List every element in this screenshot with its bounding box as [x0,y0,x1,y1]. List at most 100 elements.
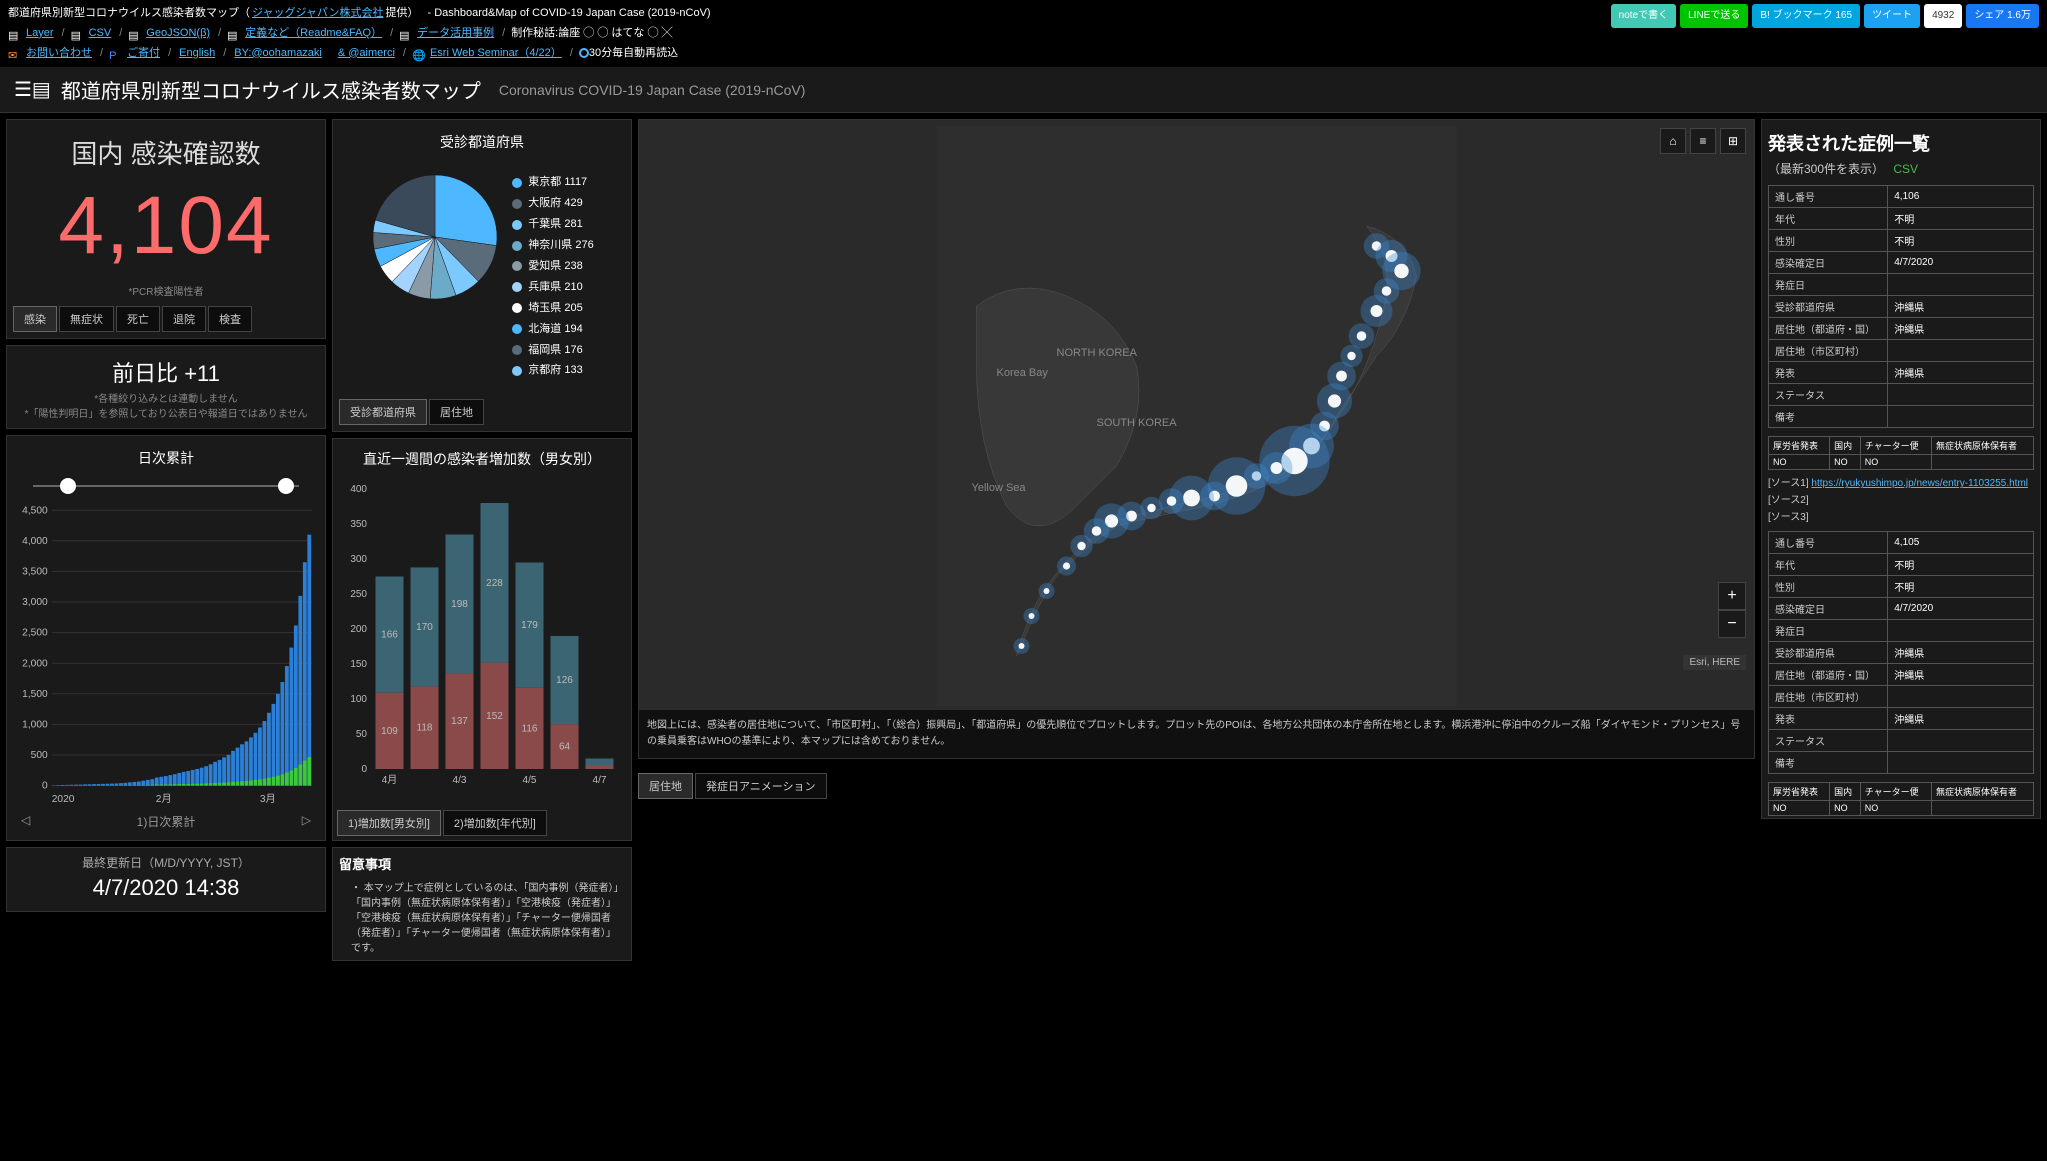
weekly-title: 直近一週間の感染者増加数（男女別） [337,449,627,469]
case-field-value: 不明 [1888,576,2034,598]
pie-legend-item[interactable]: 福岡県 176 [512,340,593,361]
map-home-button[interactable]: ⌂ [1660,128,1686,154]
case-list-title: 発表された症例一覧 [1768,130,2034,156]
svg-text:350: 350 [350,519,367,530]
topbar-title-suffix: 提供） [385,7,418,19]
slider-handle-left[interactable] [60,478,76,494]
topbar-link[interactable]: 定義など（Readme&FAQ） [245,27,382,39]
case-field-value [1888,340,2034,362]
daily-chart-panel: 日次累計 05001,0001,5002,0002,5003,0003,5004… [6,435,326,841]
tab[interactable]: 1)増加数[男女別] [337,810,441,836]
social-button[interactable]: シェア 1.6万 [1966,4,2039,28]
page-header: ☰▤ 都道府県別新型コロナウイルス感染者数マップ Coronavirus COV… [0,67,2047,113]
pie-legend-item[interactable]: 東京都 1117 [512,172,593,193]
tab[interactable]: 感染 [13,306,57,332]
chart-next-arrow[interactable]: ▷ [302,813,311,830]
svg-text:152: 152 [486,711,503,722]
social-button[interactable]: noteで書く [1611,4,1676,28]
pie-legend-item[interactable]: 兵庫県 210 [512,277,593,298]
tab[interactable]: 死亡 [116,306,160,332]
svg-text:100: 100 [350,694,367,705]
svg-text:200: 200 [350,624,367,635]
slider-handle-right[interactable] [278,478,294,494]
svg-text:Yellow Sea: Yellow Sea [972,482,1027,494]
topbar-link[interactable]: English [179,47,215,59]
case-field-label: 居住地（市区町村） [1769,686,1888,708]
case-field-value: 4,106 [1888,186,2034,208]
zoom-out-button[interactable]: − [1718,610,1746,638]
case-field-value: 沖縄県 [1888,642,2034,664]
map-list-button[interactable]: ≡ [1690,128,1716,154]
topbar-link[interactable]: ご寄付 [127,47,160,59]
pie-legend-item[interactable]: 神奈川県 276 [512,235,593,256]
kpi-value: 4,104 [13,179,319,273]
svg-text:SOUTH KOREA: SOUTH KOREA [1097,417,1178,429]
color-swatch [512,366,522,376]
case-field-value: 沖縄県 [1888,362,2034,384]
topbar-link[interactable]: データ活用事例 [417,27,494,39]
tab[interactable]: 発症日アニメーション [695,773,827,799]
time-slider[interactable] [33,478,299,494]
svg-text:228: 228 [486,578,503,589]
tab[interactable]: 検査 [208,306,252,332]
source-line: [ソース2] [1768,491,2034,506]
tab[interactable]: 2)増加数[年代別] [443,810,547,836]
pie-legend-item[interactable]: 大阪府 429 [512,193,593,214]
social-button[interactable]: B! ブックマーク 165 [1752,4,1860,28]
svg-text:137: 137 [451,716,468,727]
case-field-value: 不明 [1888,230,2034,252]
daily-footer: 1)日次累計 [137,813,196,830]
topbar-company-link[interactable]: ジャッグジャパン株式会社 [252,7,383,19]
zoom-in-button[interactable]: + [1718,582,1746,610]
notice-panel: 留意事項 ・ 本マップ上で症例としているのは、「国内事例（発症者）」「国内事例（… [332,847,632,961]
case-csv-link[interactable]: CSV [1893,162,1918,176]
pie-legend-item[interactable]: 千葉県 281 [512,214,593,235]
case-mini-table: 厚労省発表国内チャーター便無症状病原体保有者NONONO [1768,782,2034,816]
tab[interactable]: 居住地 [638,773,693,799]
case-field-label: 発症日 [1769,620,1888,642]
tab[interactable]: 受診都道府県 [339,399,427,425]
topbar-title-prefix: 都道府県別新型コロナウイルス感染者数マップ（ [8,7,250,19]
map-panel[interactable]: ⌂ ≡ ⊞ NORTH KOREAKorea BaySOUTH KOREAYel… [638,119,1755,759]
tab[interactable]: 退院 [162,306,206,332]
topbar-link[interactable]: BY:@oohamazaki [234,47,322,59]
case-field-label: 居住地（都道府・国） [1769,664,1888,686]
case-field-value: 沖縄県 [1888,664,2034,686]
case-field-label: 通し番号 [1769,186,1888,208]
svg-text:126: 126 [556,675,573,686]
svg-text:4,500: 4,500 [22,506,48,517]
tab[interactable]: 無症状 [59,306,114,332]
topbar-link[interactable]: Esri Web Seminar（4/22） [430,47,562,59]
map-grid-button[interactable]: ⊞ [1720,128,1746,154]
source-link[interactable]: https://ryukyushimpo.jp/news/entry-11032… [1811,478,2028,489]
case-field-label: 性別 [1769,230,1888,252]
case-record-table: 通し番号4,106年代不明性別不明感染確定日4/7/2020発症日受診都道府県沖… [1768,185,2034,428]
pie-legend-item[interactable]: 埼玉県 205 [512,298,593,319]
svg-text:50: 50 [356,729,368,740]
case-field-label: 発症日 [1769,274,1888,296]
topbar-link[interactable]: Layer [26,27,54,39]
pie-legend-item[interactable]: 北海道 194 [512,319,593,340]
social-button[interactable]: LINEで送る [1680,4,1748,28]
chart-prev-arrow[interactable]: ◁ [21,813,30,830]
case-field-value [1888,730,2034,752]
japan-map[interactable]: NORTH KOREAKorea BaySOUTH KOREAYellow Se… [645,126,1748,706]
tab[interactable]: 居住地 [429,399,484,425]
case-field-label: 性別 [1769,576,1888,598]
kpi-panel: 国内 感染確認数 4,104 *PCR検査陽性者 感染無症状死亡退院検査 [6,119,326,339]
topbar-link[interactable]: GeoJSON(β) [146,27,210,39]
pie-legend-item[interactable]: 愛知県 238 [512,256,593,277]
notice-title: 留意事項 [339,854,625,873]
case-field-value: 沖縄県 [1888,296,2034,318]
page-title: 都道府県別新型コロナウイルス感染者数マップ [61,75,481,104]
social-count: 4932 [1924,4,1962,28]
social-button[interactable]: ツイート [1864,4,1920,28]
timestamp-value: 4/7/2020 14:38 [13,875,319,901]
pie-legend-item[interactable]: 京都府 133 [512,360,593,381]
topbar-link[interactable]: お問い合わせ [26,47,92,59]
daily-chart-title: 日次累計 [13,448,319,468]
topbar-link[interactable]: & @aimerci [338,47,395,59]
timestamp-label: 最終更新日（M/D/YYYY, JST） [13,854,319,871]
delta-note2: *「陽性判明日」を参照しており公表日や報道日ではありません [13,407,319,422]
topbar-link[interactable]: CSV [89,27,112,39]
